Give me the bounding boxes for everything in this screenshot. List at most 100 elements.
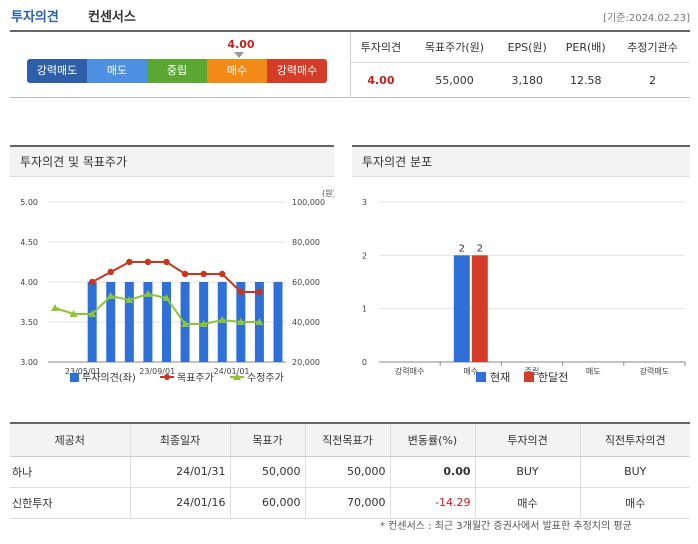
price-point — [69, 310, 78, 317]
y-right-unit: (원) — [322, 189, 334, 198]
legend-swatch-target-point — [164, 374, 170, 380]
summary-header: 추정기관수 — [615, 32, 690, 63]
cell-prev-target: 50,000 — [304, 456, 390, 488]
table-header: 최종일자 — [129, 424, 230, 457]
cell-opinion: 매수 — [474, 487, 580, 519]
legend-label: 한달전 — [538, 371, 568, 384]
price-point — [181, 320, 190, 327]
distribution-bar — [453, 255, 470, 362]
y-left-tick-label: 5.00 — [20, 198, 38, 207]
opinion-bar — [143, 282, 153, 362]
target-point — [181, 270, 189, 278]
x-tick-label: 강력매도 — [640, 366, 669, 376]
legend-label: 투자의견(좌) — [82, 372, 136, 384]
rating-strong-buy: 강력매수 — [267, 59, 327, 83]
opinion-distribution-chart: 3 2 1 0 강력매수 매수 중립 매도 강력매도 2 2 현재 한달전 — [362, 198, 686, 384]
legend-label: 수정주가 — [247, 372, 284, 384]
price-point — [236, 318, 245, 325]
table-header: 직전목표가 — [304, 424, 390, 457]
table-header: 변동률(%) — [389, 424, 475, 457]
cell-target: 60,000 — [229, 487, 305, 519]
summary-header: EPS(원) — [498, 32, 557, 63]
price-point — [88, 310, 97, 317]
target-point — [163, 258, 170, 266]
summary-table: 투자의견 목표주가(원) EPS(원) PER(배) 추정기관수 4.00 55… — [350, 32, 690, 98]
legend-label: 현재 — [490, 371, 510, 384]
table-header: 목표가 — [229, 424, 305, 457]
y-right-tick-label: 100,000 — [292, 198, 325, 207]
target-point — [107, 268, 114, 276]
footnote: * 컨센서스 : 최근 3개월간 증권사에서 발표한 추정치의 평균 — [380, 521, 632, 532]
x-tick-label: 매수 — [463, 367, 478, 376]
y-left-tick-label: 4.00 — [20, 278, 38, 287]
price-point — [51, 304, 59, 311]
legend-swatch-opinion — [70, 373, 79, 382]
opinion-distribution-panel: 투자의견 분포 3 2 1 0 강력매수 매수 중립 매도 강력매도 2 2 현재 한달전 — [352, 145, 690, 395]
summary-per: 12.58 — [569, 73, 602, 87]
price-point — [255, 318, 264, 325]
cell-prev-opinion: 매수 — [579, 487, 690, 519]
cell-prev-opinion: BUY — [579, 456, 690, 488]
rating-scale-bar: 강력매도 매도 중립 매수 강력매수 — [27, 59, 327, 83]
opinion-bar — [106, 282, 116, 362]
target-point — [237, 288, 245, 296]
summary-header: 목표주가(원) — [410, 32, 499, 63]
table-row: 하나 24/01/31 50,000 50,000 0.00 BUY BUY — [10, 456, 690, 488]
opinion-bar — [162, 282, 171, 362]
cell-date: 24/01/31 — [129, 456, 230, 488]
opinion-bar — [87, 282, 97, 362]
opinion-target-panel: 투자의견 및 목표주가 5.00 4.50 4.00 3.50 3.00 100,000 8… — [10, 145, 336, 395]
opinion-bar — [273, 282, 283, 362]
legend-label: 목표주가 — [177, 372, 214, 384]
page-subtitle: 컨센서스 — [88, 10, 136, 25]
x-tick-label: 23/05/01 — [65, 367, 101, 376]
x-tick-label: 매도 — [586, 367, 601, 376]
y-left-tick-label: 3.00 — [20, 358, 38, 367]
opinion-target-chart: 5.00 4.50 4.00 3.50 3.00 100,000 80,000 60,000 4… — [20, 189, 335, 384]
distribution-bar — [471, 255, 488, 362]
x-tick-label: 강력매수 — [395, 366, 424, 376]
rating-pointer-icon — [234, 52, 244, 58]
panel-title: 투자의견 및 목표주가 — [10, 147, 334, 177]
price-line — [54, 292, 260, 325]
x-tick-label: 중립 — [525, 367, 540, 376]
price-point — [143, 290, 152, 297]
target-point — [256, 288, 263, 296]
legend-swatch-month-ago — [524, 372, 534, 382]
cell-target: 50,000 — [229, 456, 305, 488]
page-title: 투자의견 — [11, 10, 59, 25]
cell-provider: 신한투자 — [10, 487, 130, 519]
target-line — [91, 261, 260, 293]
y-tick-label: 1 — [362, 305, 367, 314]
rating-pointer-value: 4.00 — [227, 38, 255, 51]
table-header: 투자의견 — [474, 424, 580, 457]
table-header: 직전투자의견 — [579, 424, 690, 457]
page-header: 투자의견 컨센서스 [기준:2024.02.23] — [0, 0, 698, 30]
summary-opinion: 4.00 — [367, 73, 395, 87]
consensus-summary: 4.00 강력매도 매도 중립 매수 강력매수 투자의견 목표주가(원) EPS… — [10, 30, 690, 98]
opinion-bar — [124, 282, 134, 362]
target-point — [200, 270, 207, 278]
legend-swatch-current — [476, 372, 486, 382]
cell-change: 0.00 — [389, 456, 475, 488]
cell-provider: 하나 — [10, 456, 130, 488]
target-point — [144, 258, 152, 266]
summary-target-price: 55,000 — [435, 73, 474, 87]
y-right-tick-label: 20,000 — [292, 358, 320, 367]
bar-data-label: 2 — [477, 243, 483, 254]
y-right-tick-label: 40,000 — [292, 318, 320, 327]
cell-date: 24/01/16 — [129, 487, 230, 519]
rating-sell: 매도 — [87, 59, 147, 83]
target-point — [126, 258, 133, 266]
bar-data-label: 2 — [459, 243, 465, 254]
summary-header: PER(배) — [556, 32, 616, 63]
cell-opinion: BUY — [474, 456, 580, 488]
y-right-tick-label: 80,000 — [292, 238, 320, 247]
rating-strong-sell: 강력매도 — [27, 59, 87, 83]
table-row: 신한투자 24/01/16 60,000 70,000 -14.29 매수 매수 — [10, 487, 690, 519]
price-point — [162, 294, 171, 301]
y-left-tick-label: 3.50 — [20, 318, 38, 327]
cell-change: -14.29 — [389, 487, 475, 519]
cell-prev-target: 70,000 — [304, 487, 390, 519]
price-point — [218, 316, 227, 323]
